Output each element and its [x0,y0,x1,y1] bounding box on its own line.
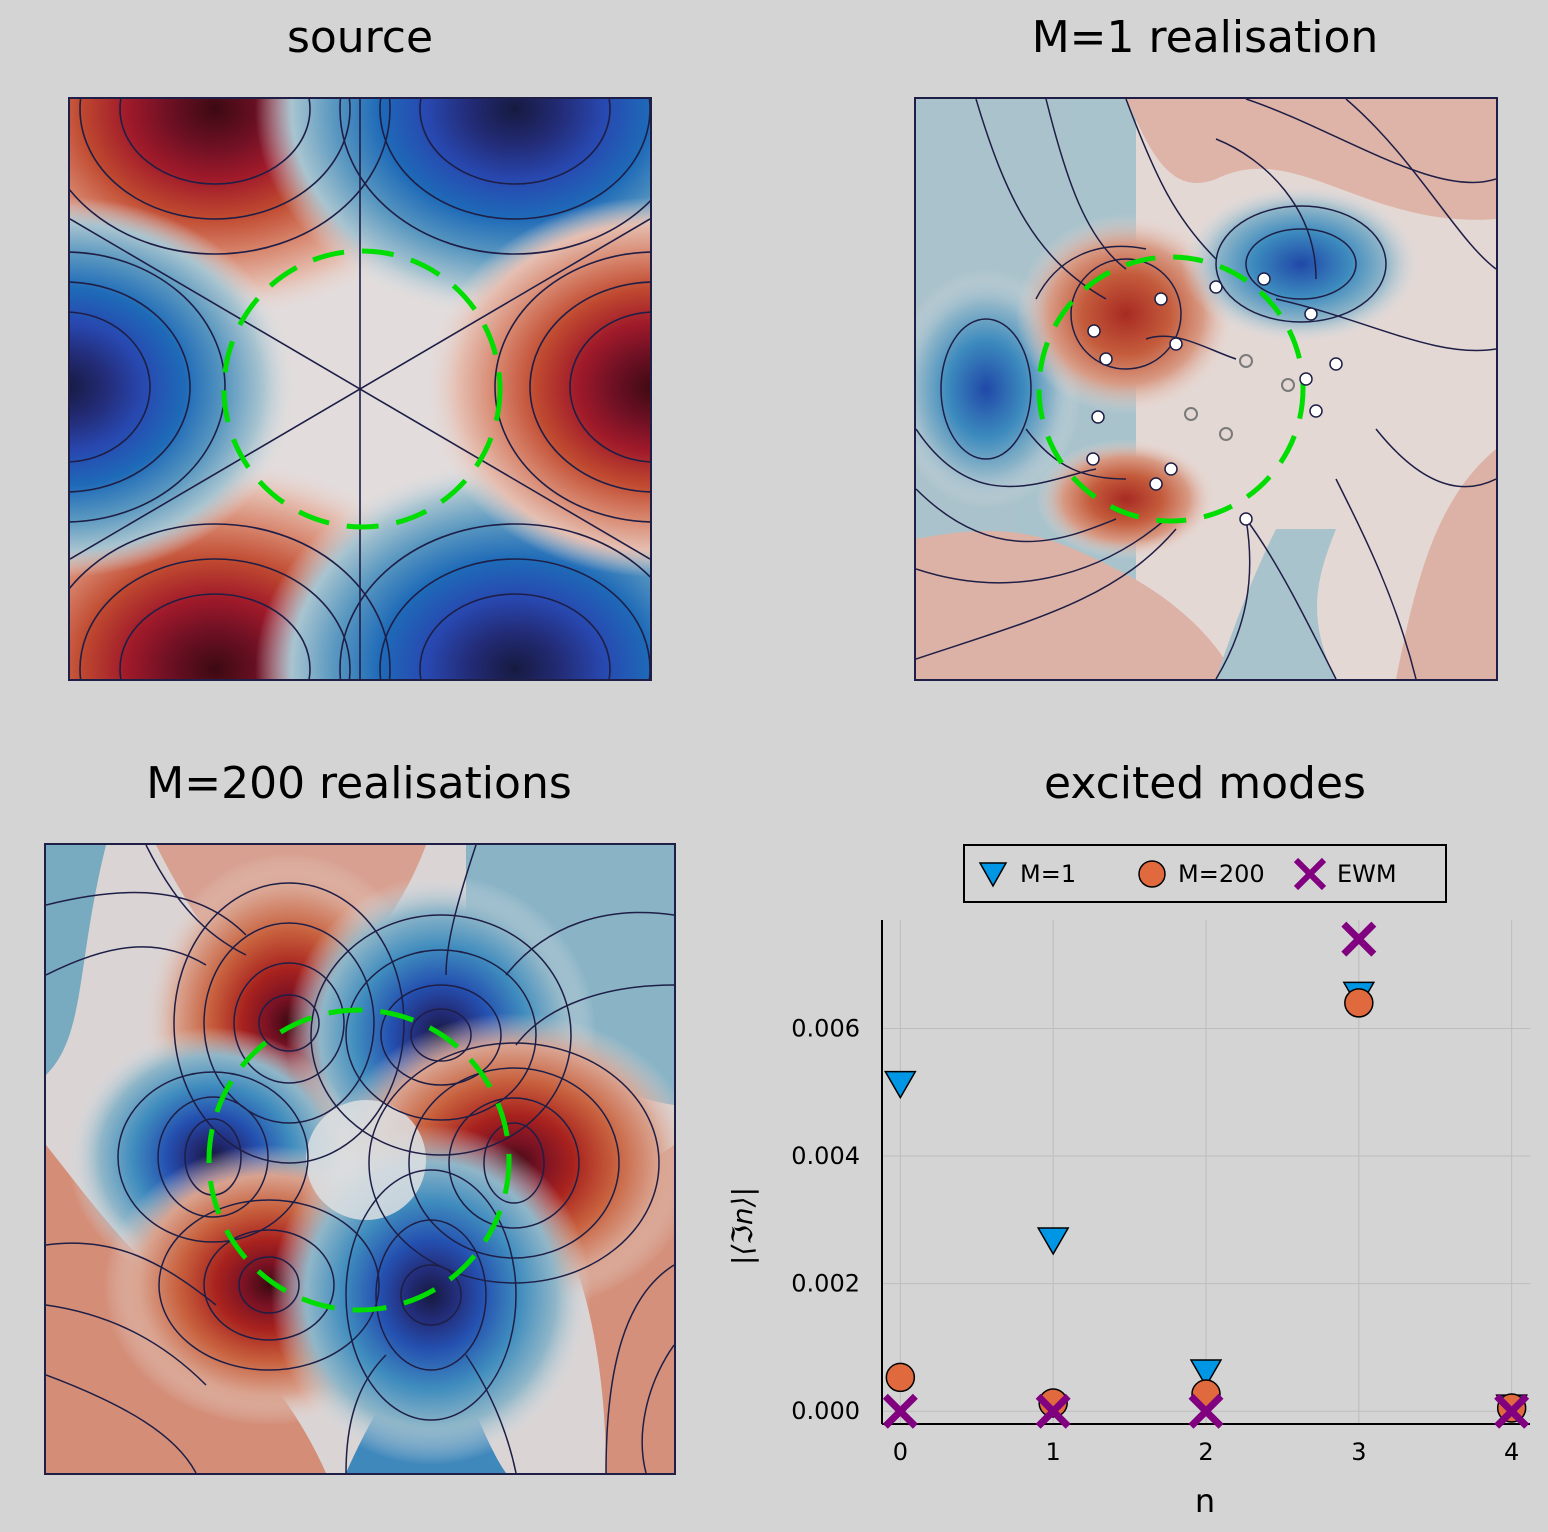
m200-contour-lines [46,845,674,1473]
ewm-point [1188,1393,1224,1429]
legend-m1-marker [978,862,1008,888]
source-contour-plot [68,97,652,681]
axes [881,920,1530,1425]
legend-ewm-marker [1293,857,1327,891]
x-tick-label: 3 [1351,1438,1366,1466]
y-tick-label: 0.004 [791,1142,860,1170]
m200-title: M=200 realisations [146,758,572,809]
grid [882,920,1530,1424]
ewm-point [1494,1393,1530,1429]
legend-m200-label: M=200 [1178,860,1265,888]
legend-m200: M=200 [1138,860,1265,888]
legend-m1-label: M=1 [1020,860,1076,888]
modes-title: excited modes [1044,758,1366,809]
ewm-point [882,1393,918,1429]
m1-scatterer-markers [1086,272,1343,526]
m1-point [1036,1227,1070,1256]
excited-modes-chart: M=1 M=200 EWM 0 1 2 3 40.0000.0020.0040.006 … [726,844,1530,1520]
m200-point [1038,1388,1068,1418]
y-tick-label: 0.006 [791,1014,860,1042]
m1-contour-plot [914,97,1498,681]
m1-point [1189,1359,1223,1388]
source-lobe-left [70,197,295,577]
x-tick-label: 0 [893,1438,908,1466]
legend: M=1 M=200 EWM [963,844,1447,903]
m1-contour-lines [916,99,1496,679]
x-axis-label: n [1195,1482,1215,1520]
legend-m1: M=1 [978,860,1076,888]
y-tick-label: 0.000 [791,1397,860,1425]
source-ring [221,248,503,530]
series-ewm [882,921,1530,1429]
data-series [882,921,1530,1429]
m1-ring [1036,254,1306,524]
y-tick-label: 0.002 [791,1270,860,1298]
m1-lobe-bottom [1036,439,1216,559]
m1-title: M=1 realisation [1031,12,1379,63]
m200-point [1344,988,1374,1018]
m1-lobe-top-right [1181,184,1421,344]
ewm-point [1341,921,1377,957]
x-tick-label: 2 [1198,1438,1213,1466]
m200-ring [206,1007,512,1313]
x-tick-label: 1 [1046,1438,1061,1466]
x-tick-label: 4 [1504,1438,1519,1466]
ewm-point [1035,1393,1071,1429]
source-title: source [286,12,434,63]
m1-point [884,1070,917,1100]
m200-point [885,1362,916,1393]
source-contour-lines [70,99,650,679]
legend-ewm-label: EWM [1337,860,1397,888]
m200-contour-plot [44,843,676,1475]
y-axis-label: |⟨ℑn⟩| [726,1187,759,1265]
legend-m200-marker [1138,860,1166,888]
source-lobe-right [425,197,650,577]
tick-labels: 0 1 2 3 4 0.000 0.002 0.004 0.006 [791,1014,1519,1466]
legend-ewm: EWM [1293,857,1397,891]
